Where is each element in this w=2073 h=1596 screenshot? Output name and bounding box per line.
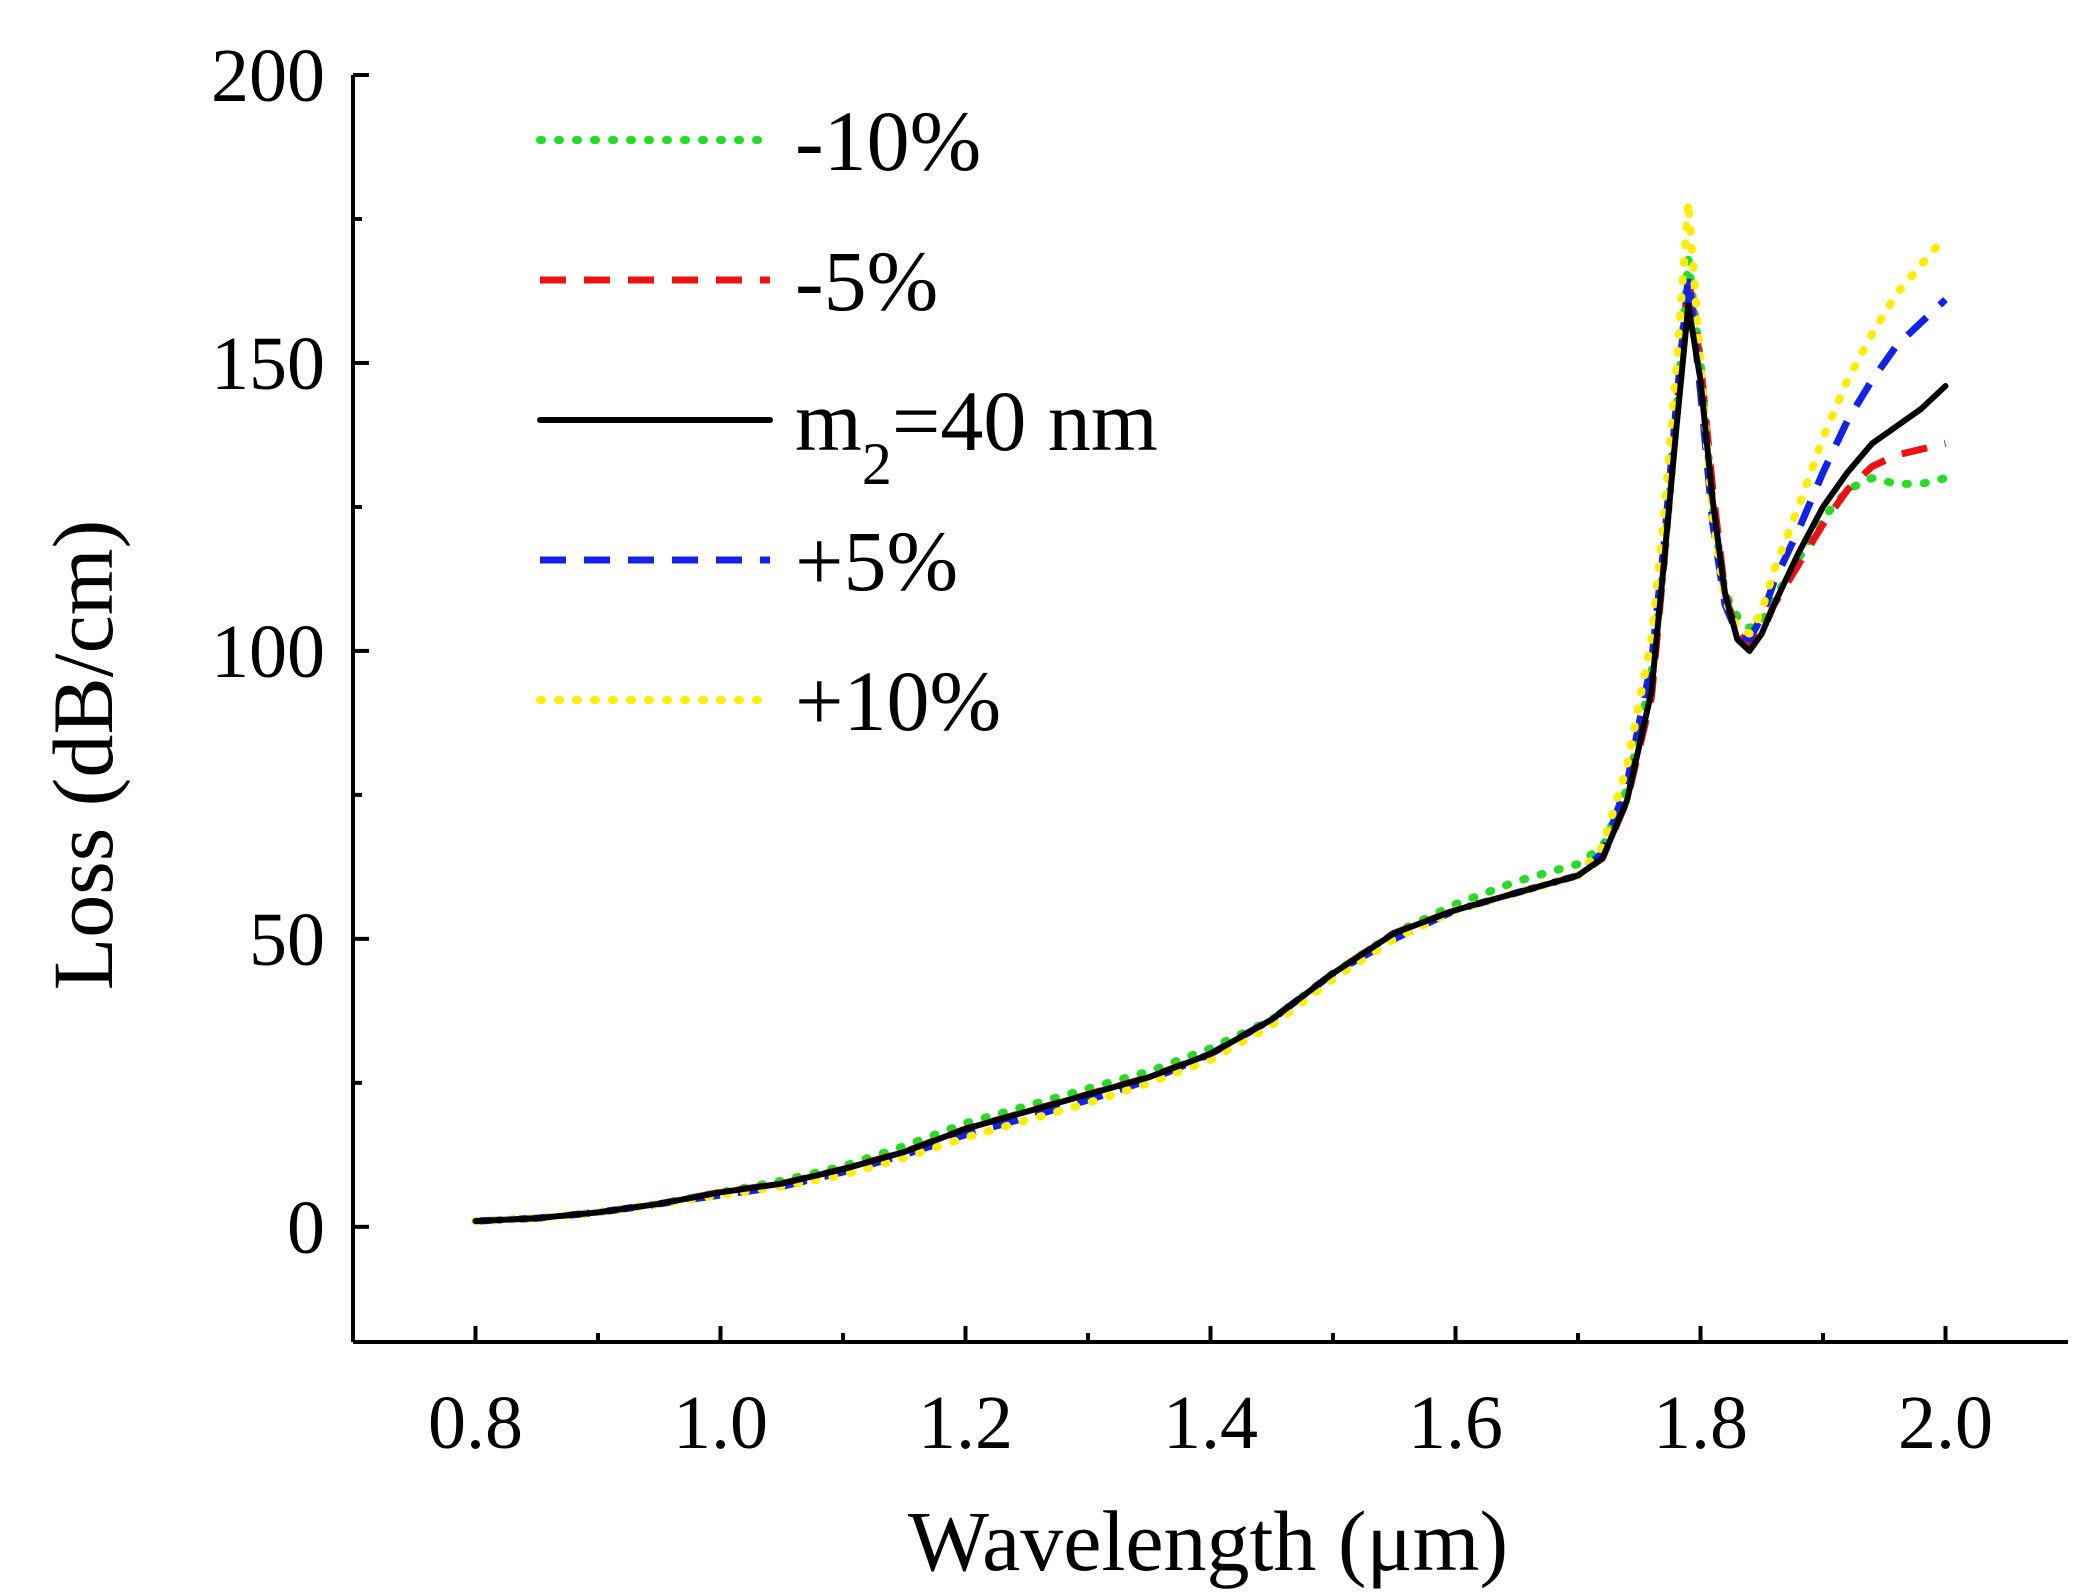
x-tick-label: 1.0: [673, 1381, 768, 1465]
y-tick-label: 150: [211, 322, 325, 406]
y-tick-label: 50: [249, 898, 325, 982]
x-tick-label: 1.6: [1408, 1381, 1503, 1465]
axes: [351, 75, 2068, 1344]
series-line-3: [472, 302, 1949, 1225]
x-tick-label: 1.8: [1653, 1381, 1748, 1465]
ticks: 0.8 1.0 1.2 1.4 1.6 1.8 2.0 0 50 100 150 200: [211, 34, 1993, 1465]
y-tick-label: 200: [211, 34, 325, 118]
x-tick-label: 1.4: [1163, 1381, 1258, 1465]
y-tick-label: 0: [287, 1186, 325, 1270]
legend-label-5: +10%: [795, 653, 1001, 749]
y-tick-label: 100: [211, 610, 325, 694]
legend-label-2: -5%: [795, 233, 938, 329]
x-tick-label: 2.0: [1898, 1381, 1993, 1465]
plot-lines: [471, 197, 1950, 1226]
legend: -10% -5% m2=40 nm +5% +10%: [536, 93, 1158, 749]
series-line-5: [471, 197, 1950, 1226]
x-axis-title: Wavelength (μm): [908, 1493, 1508, 1589]
x-tick-label: 1.2: [918, 1381, 1013, 1465]
legend-label-1: -10%: [795, 93, 981, 189]
legend-label-3: m2=40 nm: [795, 373, 1158, 497]
legend-label-4: +5%: [795, 513, 958, 609]
y-axis-title: Loss (dB/cm): [35, 520, 131, 991]
x-tick-label: 0.8: [428, 1381, 523, 1465]
series-line-1: [471, 255, 1950, 1226]
